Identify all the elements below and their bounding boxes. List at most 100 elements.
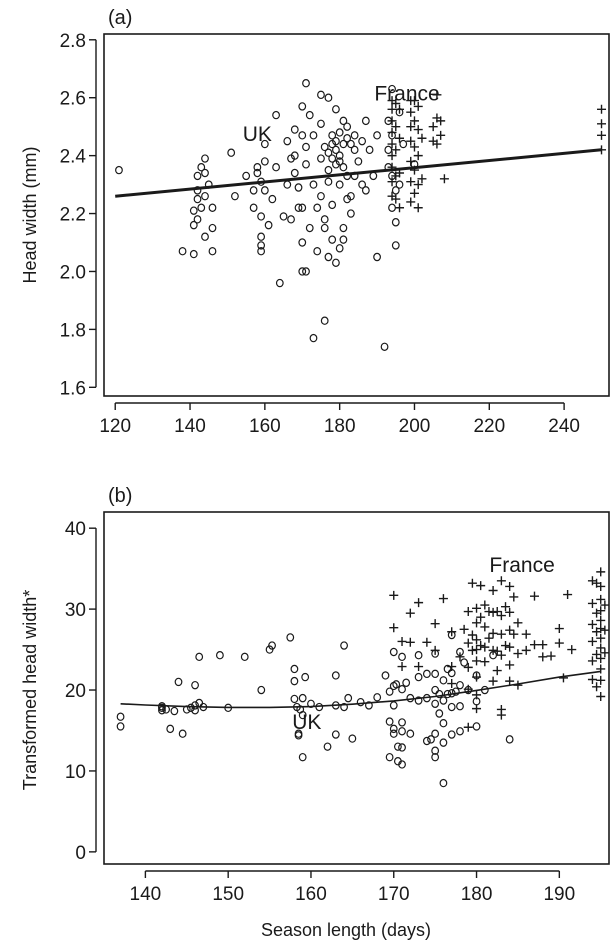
uk-data-point [392,680,401,689]
france-data-point [592,649,602,659]
france-data-point [521,629,531,639]
france-data-point [480,600,490,610]
uk-data-point [294,183,303,192]
panel-b-points [116,567,610,788]
france-data-point [397,636,407,646]
uk-data-point [393,742,402,751]
uk-data-point [385,717,394,726]
france-data-point [587,576,597,586]
uk-data-point [189,220,198,230]
uk-data-point [339,116,348,126]
uk-data-point [216,651,224,660]
uk-data-point [431,729,440,738]
uk-data-point [317,90,325,100]
uk-data-point [189,206,198,215]
panel-b-y-axis: 0 10 20 30 40 [65,519,97,864]
france-data-point [505,676,515,686]
uk-data-point [178,246,187,256]
uk-data-point [332,145,340,155]
uk-data-point [328,200,337,210]
panel-a-points [115,79,607,351]
france-data-point [558,673,568,683]
uk-data-point [260,157,269,166]
y-tick-label: 2.0 [60,262,86,283]
uk-data-point [361,116,370,126]
uk-data-point [193,215,202,224]
uk-data-point [240,652,249,662]
x-tick-label: 220 [473,416,505,437]
y-tick-label: 2.4 [60,147,87,168]
y-tick-label: 10 [65,762,86,783]
france-data-point [600,648,610,658]
uk-data-point [356,697,365,707]
france-data-point [438,594,448,604]
uk-data-point [302,267,310,276]
uk-data-point [257,232,266,241]
uk-data-point [389,701,398,710]
uk-data-point [191,680,199,690]
uk-data-point [290,151,299,160]
uk-data-point [431,752,440,762]
uk-data-point [406,729,415,738]
france-data-point [597,119,607,129]
france-data-point [387,116,397,126]
france-data-point [463,722,473,732]
uk-data-point [313,203,322,212]
france-data-point [409,142,419,152]
x-tick-label: 140 [174,416,206,437]
france-data-point [467,630,477,640]
uk-data-point [283,136,292,146]
uk-data-point [435,689,444,699]
panel-b-x-axis: 140 150 160 170 180 190 [130,870,575,905]
panel-a-y-axis-label: Head width (mm) [20,146,40,283]
uk-data-point [298,710,307,720]
uk-data-point [309,333,318,343]
uk-data-point [505,735,514,744]
uk-data-point [398,652,406,662]
uk-data-point [320,316,329,325]
france-data-point [538,640,548,650]
france-data-point [480,657,490,667]
france-data-point [406,156,416,166]
uk-data-point [191,701,199,710]
y-tick-label: 2.8 [60,31,86,52]
x-tick-label: 120 [99,416,131,437]
france-data-point [413,180,423,190]
france-data-point [480,622,490,632]
uk-data-point [208,223,217,233]
uk-data-point [384,145,393,155]
uk-data-point [257,241,266,250]
france-data-point [428,122,438,132]
france-data-point [463,638,473,648]
france-data-point [496,611,506,621]
panel-b-x-axis-label: Season length (days) [261,920,431,940]
france-data-point [600,600,610,610]
uk-data-point [191,706,199,715]
uk-data-point [286,633,295,642]
uk-data-point [348,734,357,743]
france-data-point [430,645,440,655]
france-data-point [436,116,446,126]
france-data-point [596,691,606,701]
uk-data-point [170,706,179,716]
france-data-point [413,101,423,111]
france-data-point [597,104,607,114]
uk-data-point [324,252,333,262]
uk-data-point [350,145,359,155]
france-data-point [405,608,415,618]
france-data-point [587,656,597,666]
x-tick-label: 160 [249,416,281,437]
uk-data-point [335,244,344,253]
uk-data-point [350,131,359,140]
france-data-point [459,624,469,634]
uk-data-point [435,709,444,718]
france-data-point [596,643,606,653]
uk-data-point [381,671,390,680]
uk-data-point [331,671,340,680]
uk-data-point [294,203,303,212]
panel-a-y-axis: 1.6 1.8 2.0 2.2 2.4 2.6 2.8 [60,31,97,399]
y-tick-label: 2.2 [60,205,86,226]
uk-data-point [402,678,411,687]
uk-data-point [391,241,400,250]
uk-data-point [422,669,431,679]
